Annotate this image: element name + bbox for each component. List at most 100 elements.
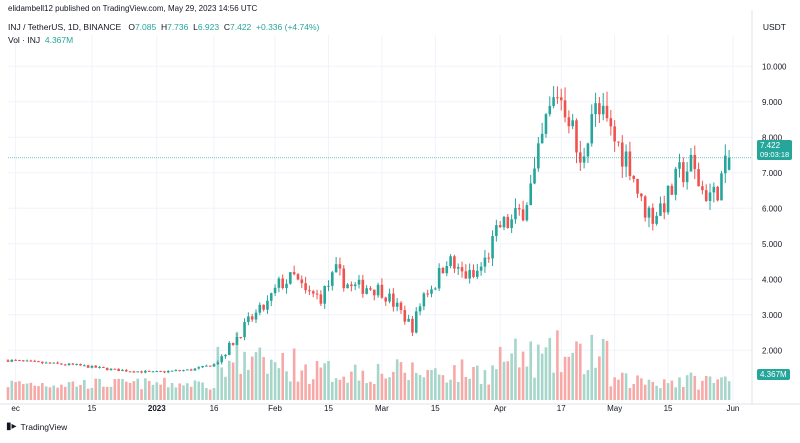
volume-bar bbox=[327, 360, 330, 400]
candle-body bbox=[414, 311, 418, 333]
candle-body bbox=[357, 279, 361, 285]
candle-body bbox=[269, 293, 273, 301]
candle-body bbox=[109, 368, 113, 371]
volume-bar bbox=[155, 382, 159, 400]
candle-body bbox=[163, 371, 166, 373]
candle-body bbox=[304, 283, 307, 291]
volume-bar bbox=[163, 377, 166, 400]
volume-bar bbox=[685, 375, 689, 400]
candle-body bbox=[426, 293, 429, 295]
volume-bar bbox=[399, 362, 403, 400]
candle-body bbox=[723, 155, 727, 174]
volume-bar bbox=[491, 365, 494, 400]
volume-bar bbox=[94, 378, 98, 400]
candle-body bbox=[205, 365, 208, 367]
candle-body bbox=[464, 271, 468, 279]
y-tick-label: 7.000 bbox=[762, 169, 783, 178]
candle-body bbox=[338, 264, 342, 269]
volume-bar bbox=[277, 368, 281, 400]
candle-body bbox=[472, 269, 475, 277]
volume-bar bbox=[601, 338, 605, 400]
volume-bar bbox=[212, 388, 216, 400]
candle-body bbox=[121, 369, 124, 372]
volume-bar bbox=[98, 378, 101, 400]
volume-bar bbox=[361, 370, 365, 400]
y-tick-label: 8.000 bbox=[762, 133, 783, 142]
candle-body bbox=[277, 278, 281, 288]
volume-bar bbox=[113, 379, 117, 400]
volume-bar bbox=[144, 378, 147, 400]
candle-body bbox=[63, 364, 67, 366]
volume-bar bbox=[475, 365, 479, 400]
volume-bar bbox=[426, 370, 429, 400]
candle-body bbox=[124, 369, 128, 372]
volume-bar bbox=[540, 353, 544, 400]
candle-body bbox=[273, 287, 277, 294]
tradingview-footer[interactable]: ▮▸ TradingView bbox=[6, 421, 67, 432]
volume-bar bbox=[48, 387, 52, 400]
volume-bar bbox=[338, 379, 342, 400]
volume-bar bbox=[296, 381, 300, 400]
candle-body bbox=[666, 185, 670, 213]
volume-bar bbox=[617, 379, 620, 400]
candle-body bbox=[266, 300, 269, 310]
volume-bar bbox=[227, 360, 231, 400]
volume-bar bbox=[243, 351, 246, 400]
volume-bar bbox=[124, 381, 128, 400]
volume-bar bbox=[434, 368, 437, 400]
volume-bar bbox=[254, 352, 258, 400]
volume-bar bbox=[544, 347, 548, 400]
volume-bar bbox=[437, 374, 441, 400]
candle-body bbox=[220, 356, 223, 363]
candle-body bbox=[491, 236, 494, 259]
candle-body bbox=[632, 175, 636, 179]
volume-bar bbox=[418, 374, 422, 400]
volume-bar bbox=[311, 379, 315, 400]
volume-bar bbox=[365, 383, 368, 400]
candle-body bbox=[689, 154, 693, 172]
candle-body bbox=[559, 97, 563, 101]
candle-body bbox=[18, 360, 21, 362]
candle-body bbox=[376, 284, 380, 296]
candle-body bbox=[189, 369, 193, 371]
candle-body bbox=[86, 365, 90, 368]
candle-body bbox=[331, 272, 334, 286]
candle-body bbox=[182, 370, 185, 372]
volume-bar bbox=[579, 343, 582, 400]
volume-bar bbox=[643, 384, 647, 400]
candle-body bbox=[514, 208, 517, 220]
candle-body bbox=[212, 364, 216, 367]
volume-bar bbox=[506, 361, 510, 400]
candle-body bbox=[384, 297, 388, 302]
volume-bar bbox=[44, 386, 48, 400]
candle-body bbox=[685, 171, 689, 183]
candle-body bbox=[468, 269, 471, 279]
volume-bar bbox=[430, 369, 433, 400]
candle-body bbox=[262, 304, 265, 310]
volume-bar bbox=[651, 381, 655, 400]
price-badge-countdown: 09:03:18 bbox=[760, 150, 790, 159]
volume-bar bbox=[117, 378, 120, 400]
low-value: 6.923 bbox=[197, 22, 220, 32]
volume-bar bbox=[682, 386, 685, 400]
volume-bar bbox=[510, 353, 513, 400]
volume-bar bbox=[609, 386, 613, 400]
volume-bar bbox=[674, 387, 677, 400]
volume-bar bbox=[182, 385, 185, 400]
volume-bar bbox=[517, 367, 521, 400]
volume-bar bbox=[342, 376, 346, 400]
volume-bar bbox=[456, 381, 460, 400]
volume-bar bbox=[289, 381, 292, 400]
y-tick-label: 9.000 bbox=[762, 98, 783, 107]
volume-bar bbox=[281, 352, 285, 400]
candle-body bbox=[609, 118, 613, 127]
volume-bar bbox=[708, 376, 712, 400]
volume-bar bbox=[266, 373, 269, 400]
volume-bar bbox=[258, 347, 262, 400]
candle-body bbox=[544, 114, 548, 134]
candle-body bbox=[323, 286, 326, 304]
candle-body bbox=[613, 126, 616, 142]
candle-body bbox=[311, 291, 315, 294]
